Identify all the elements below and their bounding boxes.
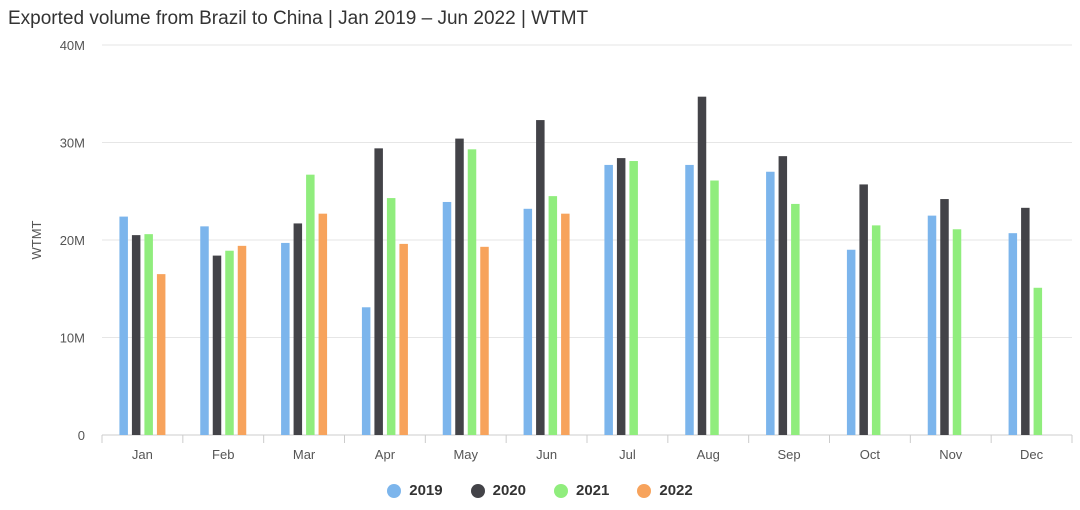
- bar-2020-feb[interactable]: [212, 255, 222, 435]
- legend-item-2019[interactable]: 2019: [387, 482, 443, 499]
- bar-2020-may[interactable]: [455, 138, 464, 435]
- bar-2022-may[interactable]: [480, 246, 489, 435]
- bars: [119, 96, 1043, 436]
- y-tick-label: 20M: [60, 233, 85, 248]
- x-tick-label: Feb: [212, 447, 234, 462]
- bar-2021-dec[interactable]: [1033, 287, 1043, 435]
- x-tick-label: Sep: [778, 447, 801, 462]
- bar-2019-oct[interactable]: [846, 249, 856, 435]
- bar-2022-jan[interactable]: [156, 274, 166, 435]
- bar-2020-mar[interactable]: [293, 223, 303, 435]
- x-tick-label: Oct: [860, 447, 881, 462]
- bar-2019-apr[interactable]: [361, 307, 371, 435]
- y-tick-label: 0: [78, 428, 85, 443]
- x-tick-label: Dec: [1020, 447, 1044, 462]
- legend-marker: [637, 483, 652, 498]
- bar-2020-oct[interactable]: [859, 184, 868, 435]
- legend-marker: [470, 483, 485, 498]
- bar-2020-jun[interactable]: [536, 120, 545, 435]
- bar-2020-sep[interactable]: [778, 156, 788, 435]
- bar-2019-sep[interactable]: [766, 171, 775, 435]
- bar-2019-jul[interactable]: [604, 164, 613, 436]
- bar-2021-sep[interactable]: [791, 203, 800, 435]
- bar-2021-jul[interactable]: [629, 161, 638, 435]
- bar-2020-jan[interactable]: [131, 235, 141, 435]
- legend-marker: [554, 483, 568, 498]
- legend-item-2020[interactable]: 2020: [470, 482, 526, 499]
- x-tick-label: Jan: [132, 447, 153, 462]
- bar-2021-may[interactable]: [467, 149, 477, 435]
- bar-2021-apr[interactable]: [386, 198, 396, 435]
- bar-2019-jan[interactable]: [119, 216, 128, 435]
- y-axis: 0 10M 20M 30M 40M: [60, 38, 85, 443]
- y-tick-label: 30M: [60, 136, 85, 151]
- legend-label: 2021: [576, 482, 610, 499]
- y-tick-label: 40M: [60, 38, 85, 53]
- x-tick-label: Jul: [619, 447, 636, 462]
- bar-2019-aug[interactable]: [685, 164, 694, 436]
- chart-title: Exported volume from Brazil to China | J…: [8, 8, 589, 29]
- legend-label: 2020: [492, 482, 526, 499]
- gridlines: [102, 44, 1072, 436]
- x-tick-label: Apr: [375, 447, 396, 462]
- bar-2021-jun[interactable]: [548, 196, 558, 435]
- x-tick-label: Nov: [939, 447, 963, 462]
- bar-2021-nov[interactable]: [952, 229, 962, 435]
- bar-2019-nov[interactable]: [927, 215, 937, 435]
- legend-label: 2019: [409, 482, 443, 499]
- bar-2020-apr[interactable]: [374, 148, 383, 435]
- x-axis: Jan Feb Mar Apr May Jun Jul Aug Sep Oct Nov Dec: [101, 435, 1073, 462]
- bar-2020-dec[interactable]: [1021, 207, 1030, 435]
- x-tick-label: May: [453, 447, 478, 462]
- y-tick-label: 10M: [60, 331, 85, 346]
- bar-2019-dec[interactable]: [1008, 233, 1018, 435]
- bar-2022-jun[interactable]: [561, 213, 570, 435]
- bar-chart: 0 10M 20M 30M 40M Jan Feb Mar Apr May Jun Jul Aug Se…: [29, 38, 1073, 462]
- x-tick-label: Jun: [536, 447, 557, 462]
- legend-item-2021[interactable]: 2021: [554, 482, 609, 499]
- bar-2019-mar[interactable]: [281, 242, 290, 435]
- bar-2021-mar[interactable]: [306, 174, 315, 436]
- legend-item-2022[interactable]: 2022: [637, 482, 693, 499]
- bar-2022-apr[interactable]: [399, 243, 408, 435]
- bar-2021-feb[interactable]: [225, 250, 234, 435]
- legend: 2019 2020 2021 2022: [0, 482, 1080, 499]
- bar-2019-may[interactable]: [442, 201, 452, 435]
- legend-marker: [387, 483, 402, 498]
- bar-2021-aug[interactable]: [710, 180, 719, 435]
- x-tick-label: Aug: [697, 447, 720, 462]
- x-tick-label: Mar: [293, 447, 316, 462]
- bar-2021-oct[interactable]: [871, 225, 881, 435]
- bar-2020-aug[interactable]: [697, 96, 707, 436]
- bar-2021-jan[interactable]: [144, 234, 153, 435]
- bar-2022-mar[interactable]: [318, 213, 328, 435]
- y-axis-label: WTMT: [29, 220, 44, 259]
- legend-label: 2022: [659, 482, 693, 499]
- bar-2020-jul[interactable]: [616, 158, 626, 435]
- bar-2020-nov[interactable]: [940, 199, 949, 435]
- bar-2022-feb[interactable]: [237, 245, 247, 435]
- bar-2019-feb[interactable]: [200, 226, 209, 435]
- bar-2019-jun[interactable]: [523, 208, 533, 435]
